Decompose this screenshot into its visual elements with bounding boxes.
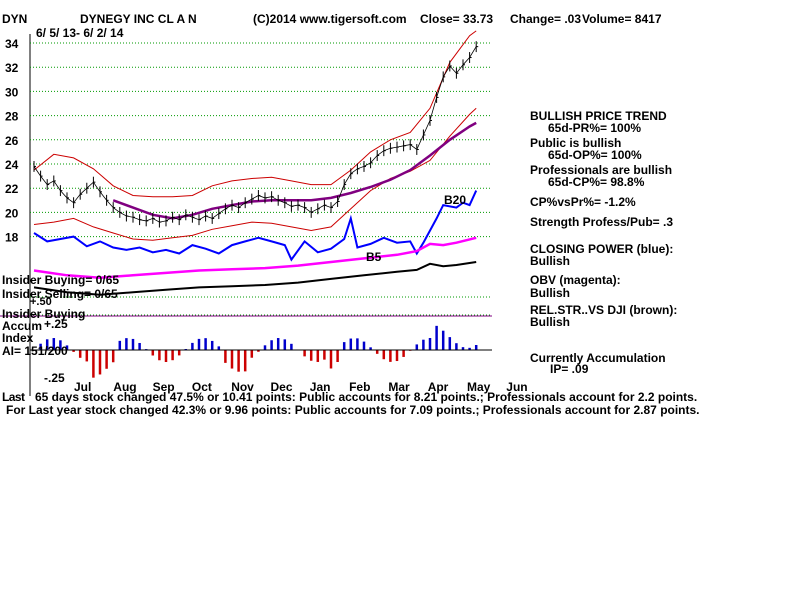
y-tick-label: 24 [5,158,19,172]
x-tick-label: Sep [153,380,175,394]
accum-label: Accum [2,319,43,333]
footer-65day: 65 days stock changed 47.5% or 10.41 poi… [35,390,698,404]
obv-line [33,236,477,279]
cp-percent: 65d-CP%= 98.8% [548,175,645,189]
ip-value: IP= .09 [550,362,589,376]
x-tick-label: Jul [74,380,91,394]
accum-plus50-label: +.50 [30,296,52,308]
op-percent: 65d-OP%= 100% [548,148,642,162]
price-line [33,46,477,223]
rel-str-status: Bullish [530,315,571,329]
insider-buying-count: Insider Buying= 0/65 [2,273,120,287]
footer-year: For Last year stock changed 42.3% or 9.9… [6,403,700,417]
accumulation-status: Currently Accumulation [530,351,666,365]
x-tick-label: Oct [192,380,212,394]
closing-power-label: CLOSING POWER (blue): [530,242,674,256]
x-tick-label: Apr [428,380,449,394]
x-tick-label: Feb [349,380,370,394]
x-tick-label: Mar [388,380,410,394]
company-name: DYNEGY INC CL A N [80,12,197,26]
y-tick-label: 18 [5,231,19,245]
rel-str-label: REL.STR..VS DJI (brown): [530,303,678,317]
y-tick-label: 20 [5,206,19,220]
y-tick-label: 22 [5,182,19,196]
accum-plus25-label: +.25 [44,317,68,331]
closing-power-status: Bullish [530,254,571,268]
x-tick-label: Dec [271,380,293,394]
pr-percent: 65d-PR%= 100% [548,121,642,135]
x-tick-label: Jan [310,380,331,394]
professionals-status: Professionals are bullish [530,163,673,177]
gridlines [0,34,492,396]
signal-b20: B20 [444,193,467,207]
public-status: Public is bullish [530,136,622,150]
rel-strength-line [33,261,477,296]
accum-minus25-label: -.25 [44,371,65,385]
indicator-lines [33,30,478,296]
y-tick-label: 26 [5,134,19,148]
footer-prefix: Last [2,390,25,404]
cp-vs-pr: CP%vsPr%= -1.2% [530,195,636,209]
obv-label: OBV (magenta): [530,273,621,287]
closing-power-line [33,190,478,262]
volume-value: Volume= 8417 [582,12,662,26]
close-value: Close= 33.73 [420,12,494,26]
x-tick-label: May [467,380,491,394]
x-tick-label: Aug [113,380,136,394]
date-range: 6/ 5/ 13- 6/ 2/ 14 [36,26,124,40]
axis-ticks: 18 20 22 24 26 28 30 32 34 Jul Aug Sep Oct Nov Dec Jan F… [5,37,528,394]
y-tick-label: 28 [5,110,19,124]
insider-buying-label: Insider Buying [2,307,86,321]
strength-ratio: Strength Profess/Pub= .3 [530,215,674,229]
index-label: Index [2,331,34,345]
upper-band [33,30,477,198]
ai-value: AI= 151/200 [2,344,68,358]
x-tick-label: Jun [506,380,527,394]
lower-band [33,107,477,241]
accumulation-index [30,325,492,378]
change-value: Change= .03 [510,12,582,26]
x-tick-label: Nov [231,380,254,394]
source-credit: (C)2014 www.tigersoft.com [253,12,407,26]
price-bars [33,41,479,228]
insider-selling-count: Insider Selling= 0/65 [2,287,118,301]
signal-b5: B5 [366,250,382,264]
y-tick-label: 30 [5,85,19,99]
y-tick-label: 32 [5,61,19,75]
y-tick-label: 34 [5,37,19,51]
moving-average [112,121,477,220]
ticker: DYN [2,12,28,26]
trend-heading: BULLISH PRICE TREND [530,109,667,123]
obv-status: Bullish [530,286,571,300]
